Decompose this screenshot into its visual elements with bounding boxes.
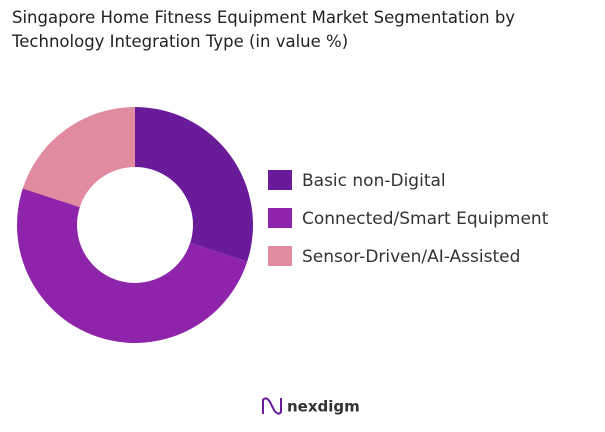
logo-text: nexdigm bbox=[287, 398, 360, 416]
legend-swatch bbox=[268, 246, 292, 266]
logo: nexdigm bbox=[262, 397, 360, 416]
legend-label: Sensor-Driven/AI-Assisted bbox=[302, 247, 520, 267]
legend-label: Basic non-Digital bbox=[302, 171, 446, 191]
logo-icon bbox=[262, 397, 282, 415]
legend-label: Connected/Smart Equipment bbox=[302, 209, 549, 229]
legend: Basic non-Digital Connected/Smart Equipme… bbox=[268, 170, 549, 267]
donut-segment bbox=[135, 107, 253, 262]
legend-swatch bbox=[268, 170, 292, 190]
chart-title: Singapore Home Fitness Equipment Market … bbox=[12, 8, 516, 51]
donut-segment bbox=[22, 107, 136, 208]
legend-swatch bbox=[268, 208, 292, 228]
donut bbox=[17, 107, 253, 343]
donut-segment bbox=[17, 188, 248, 343]
